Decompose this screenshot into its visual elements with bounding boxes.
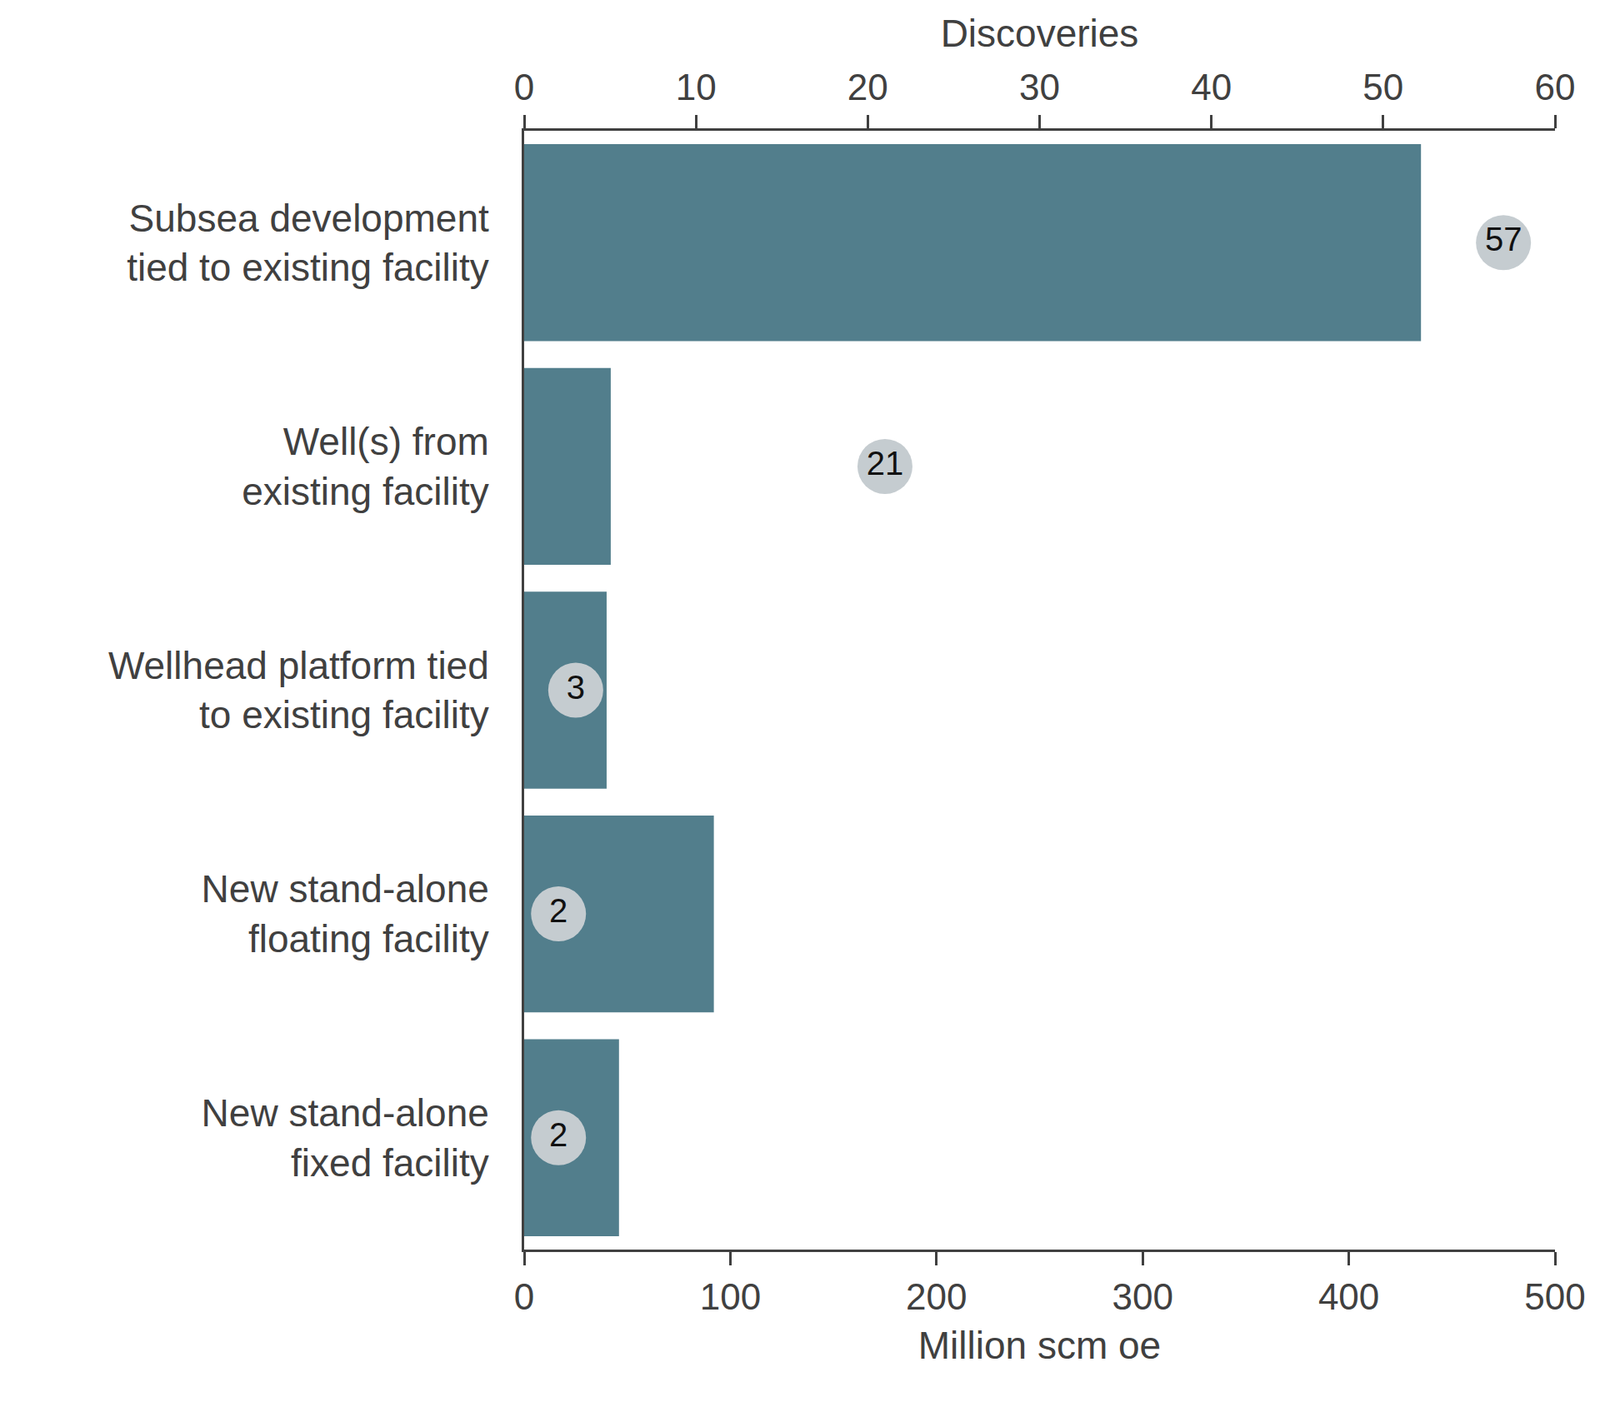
svg-text:200: 200 (905, 1276, 967, 1318)
svg-text:50: 50 (1362, 66, 1404, 108)
svg-text:Well(s) fromexisting facility: Well(s) fromexisting facility (241, 420, 490, 514)
svg-text:30: 30 (1019, 66, 1060, 108)
svg-text:10: 10 (675, 66, 717, 108)
svg-text:Subsea developmenttied to exis: Subsea developmenttied to existing facil… (126, 196, 490, 290)
svg-text:100: 100 (700, 1276, 761, 1318)
svg-text:300: 300 (1111, 1276, 1173, 1318)
svg-text:500: 500 (1524, 1276, 1585, 1318)
svg-text:40: 40 (1190, 66, 1232, 108)
svg-text:57: 57 (1485, 220, 1523, 258)
svg-text:20: 20 (847, 66, 889, 108)
svg-text:21: 21 (866, 445, 905, 482)
svg-text:Discoveries: Discoveries (940, 11, 1140, 55)
svg-text:Million scm oe: Million scm oe (918, 1324, 1161, 1368)
svg-text:New stand-alonefloating facili: New stand-alonefloating facility (201, 867, 490, 961)
svg-text:60: 60 (1535, 66, 1576, 108)
svg-text:0: 0 (514, 1276, 535, 1318)
svg-text:400: 400 (1318, 1276, 1380, 1318)
svg-text:2: 2 (549, 892, 568, 930)
svg-text:Wellhead platform tiedto exist: Wellhead platform tiedto existing facili… (108, 644, 490, 738)
svg-text:2: 2 (549, 1116, 568, 1154)
svg-text:0: 0 (514, 66, 535, 108)
svg-text:New stand-alonefixed facility: New stand-alonefixed facility (201, 1091, 490, 1185)
svg-text:3: 3 (566, 669, 585, 706)
